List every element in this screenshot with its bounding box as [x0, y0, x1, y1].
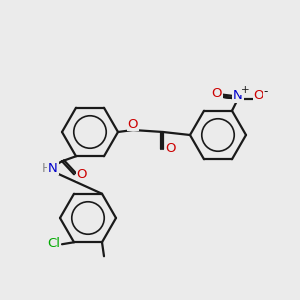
Text: O: O: [128, 118, 138, 130]
Text: +: +: [241, 85, 249, 95]
Text: H: H: [41, 162, 51, 175]
Text: -: -: [264, 85, 268, 98]
Text: N: N: [233, 89, 243, 102]
Text: O: O: [212, 87, 222, 100]
Text: O: O: [254, 89, 264, 102]
Text: O: O: [77, 168, 87, 181]
Text: O: O: [166, 142, 176, 155]
Text: N: N: [48, 162, 58, 175]
Text: Cl: Cl: [47, 237, 61, 250]
